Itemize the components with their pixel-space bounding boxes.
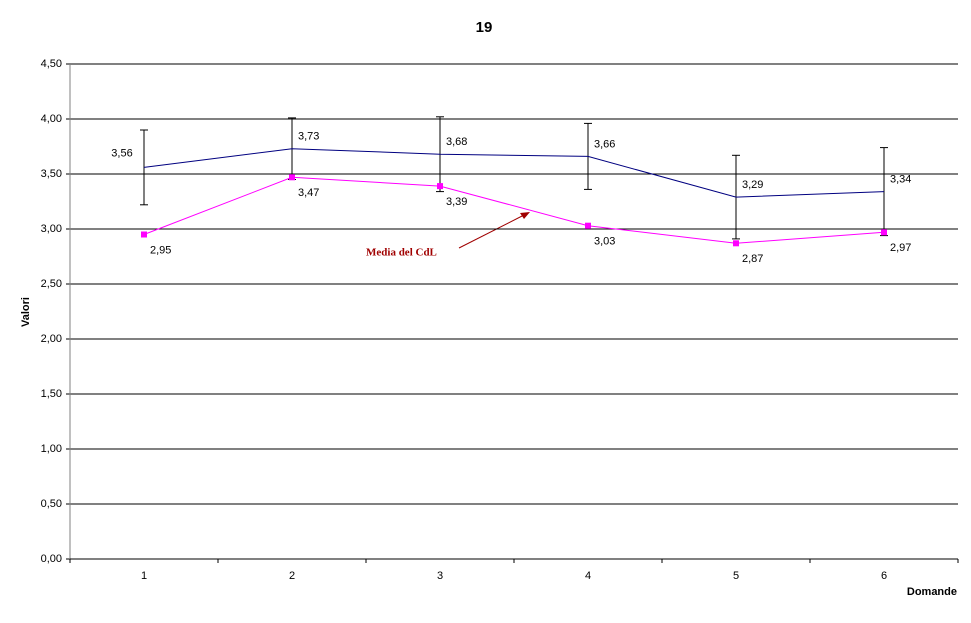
data-label: 2,95 <box>150 244 171 256</box>
data-label: 2,87 <box>742 253 763 265</box>
data-label: 3,68 <box>446 136 467 148</box>
data-label: 3,47 <box>298 187 319 199</box>
x-tick-label: 1 <box>141 570 147 582</box>
y-tick-label: 4,50 <box>41 58 62 70</box>
data-label: 3,56 <box>111 147 132 159</box>
annotation-arrowhead <box>520 212 530 219</box>
y-tick-label: 1,50 <box>41 388 62 400</box>
data-label: 3,73 <box>298 131 319 143</box>
y-tick-label: 4,00 <box>41 113 62 125</box>
annotation-arrow <box>458 213 527 249</box>
y-tick-label: 0,50 <box>41 498 62 510</box>
data-label: 3,29 <box>742 179 763 191</box>
data-label: 3,39 <box>446 196 467 208</box>
marker <box>437 183 443 190</box>
data-label: 3,03 <box>594 236 615 248</box>
x-tick-label: 2 <box>289 570 295 582</box>
data-label: 3,66 <box>594 138 615 150</box>
marker <box>141 231 147 238</box>
x-axis-title: Domande <box>907 586 957 598</box>
y-tick-label: 2,50 <box>41 278 62 290</box>
marker <box>289 174 295 181</box>
marker <box>585 222 591 229</box>
x-tick-label: 5 <box>733 570 739 582</box>
y-axis-title: Valori <box>20 297 32 327</box>
y-tick-label: 3,50 <box>41 168 62 180</box>
data-label: 2,97 <box>890 242 911 254</box>
x-tick-label: 3 <box>437 570 443 582</box>
marker <box>733 240 739 247</box>
y-tick-label: 2,00 <box>41 333 62 345</box>
annotation: Media del CdL <box>366 247 437 259</box>
x-tick-label: 4 <box>585 570 591 582</box>
x-tick-label: 6 <box>881 570 887 582</box>
y-tick-label: 0,00 <box>41 553 62 565</box>
marker <box>881 229 887 236</box>
y-tick-label: 3,00 <box>41 223 62 235</box>
y-tick-label: 1,00 <box>41 443 62 455</box>
series-line <box>143 176 885 244</box>
chart-title: 19 <box>476 19 493 36</box>
data-label: 3,34 <box>890 174 911 186</box>
series-line <box>143 148 885 198</box>
